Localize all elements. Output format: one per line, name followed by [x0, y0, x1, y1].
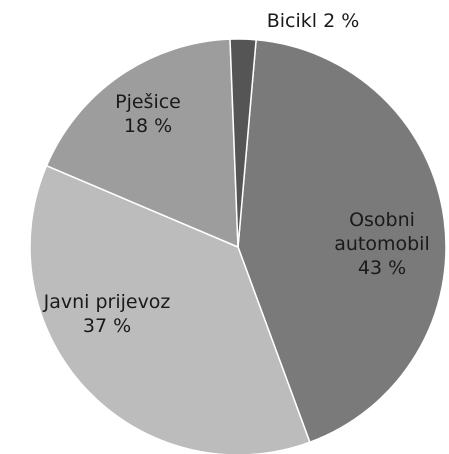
pie-slice-bicikl [229, 38, 257, 248]
pie-slice-osobni-automobil [237, 38, 447, 444]
slice-label-pje-ice: Pješice 18 % [115, 91, 181, 137]
pie-slice-javni-prijevoz [29, 164, 311, 454]
pie-slices [29, 38, 447, 454]
pie-labels: Osobni automobil 43 % Javni prijevoz 37 % Pje… [43, 10, 430, 337]
slice-label-osobni-automobil: Osobni automobil 43 % [334, 209, 430, 279]
slice-label-javni-prijevoz: Javni prijevoz 37 % [43, 291, 171, 337]
slice-label-bicikl: Bicikl 2 % [267, 10, 360, 32]
pie-slice-pje-ice [45, 38, 239, 249]
